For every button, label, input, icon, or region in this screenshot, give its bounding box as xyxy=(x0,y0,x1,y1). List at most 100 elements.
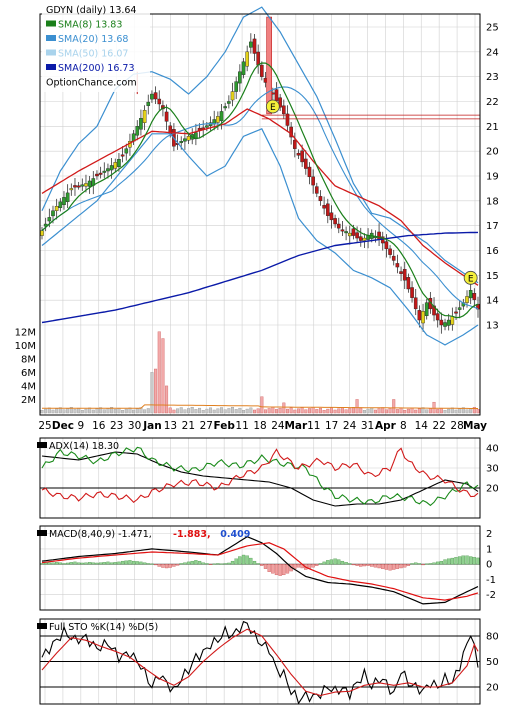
macd-histogram-bar xyxy=(120,560,125,565)
candle-body xyxy=(40,230,44,236)
price-tick-label: 14 xyxy=(486,296,499,307)
volume-bar xyxy=(403,410,407,414)
macd-histogram-bar xyxy=(348,563,352,565)
candle-body xyxy=(472,293,477,300)
macd-histogram-bar xyxy=(355,564,359,566)
macd-histogram-bar xyxy=(161,564,165,568)
adx-frame xyxy=(39,437,481,519)
volume-bar xyxy=(410,407,414,414)
macd-histogram-bar xyxy=(179,563,183,565)
adx-tick-label: 40 xyxy=(486,444,499,455)
volume-bar xyxy=(135,408,139,414)
macd-tick-label: 1 xyxy=(486,544,492,555)
volume-bar xyxy=(458,408,462,414)
candle-body xyxy=(435,313,440,321)
macd-panel: 2 1 0 -1 -2 MACD(8,40,9) -1.471, -1.883, 0.409 xyxy=(37,525,496,611)
macd-histogram-bar xyxy=(201,562,205,565)
candle-body xyxy=(153,92,158,100)
macd-histogram-bar xyxy=(263,564,268,569)
macd-histogram-bar xyxy=(384,564,389,570)
volume-bar xyxy=(359,407,363,414)
volume-bar xyxy=(333,409,337,414)
price-tick-label: 20 xyxy=(486,147,499,158)
candle-body xyxy=(106,168,110,172)
candle-body xyxy=(234,81,238,92)
volume-bar xyxy=(285,408,289,414)
adx-tick-label: 30 xyxy=(486,464,499,475)
candle-body xyxy=(344,231,348,234)
candle-body xyxy=(311,176,315,186)
legend-swatch xyxy=(37,442,47,448)
x-axis-tick-label: May xyxy=(463,420,487,432)
macd-histogram-bar xyxy=(150,563,154,565)
legend-label: SMA(20) 13.68 xyxy=(58,34,128,45)
volume-bar xyxy=(278,407,282,414)
volume-bar xyxy=(198,407,202,414)
candle-body xyxy=(205,125,209,128)
volume-bar xyxy=(55,408,59,414)
volume-bar xyxy=(44,408,48,414)
macd-histogram-bar xyxy=(190,560,194,565)
macd-histogram-bar xyxy=(172,564,176,567)
volume-bar xyxy=(117,407,121,414)
macd-histogram-bar xyxy=(450,557,455,565)
volume-bar xyxy=(58,407,62,414)
volume-bar xyxy=(307,408,311,414)
candle-body xyxy=(51,210,55,217)
candle-body xyxy=(406,277,411,290)
volume-bar xyxy=(432,401,436,414)
volume-bar xyxy=(69,407,73,414)
volume-bar xyxy=(212,409,216,414)
candle-body xyxy=(245,51,249,67)
volume-bar xyxy=(436,409,440,414)
volume-bar xyxy=(472,407,476,414)
candle-body xyxy=(450,316,455,325)
volume-bar xyxy=(377,408,381,414)
volume-bar xyxy=(322,410,326,414)
macd-histogram-bar xyxy=(69,562,73,565)
volume-bar xyxy=(99,407,103,414)
price-tick-label: 18 xyxy=(486,196,499,207)
x-axis-tick-label: 31 xyxy=(361,420,374,432)
volume-bar xyxy=(80,410,84,414)
volume-bar xyxy=(260,396,264,414)
macd-histogram-bar xyxy=(403,564,407,568)
price-tick-label: 16 xyxy=(486,246,499,257)
macd-histogram-bar xyxy=(47,562,51,565)
macd-histogram-bar xyxy=(472,557,476,565)
macd-histogram-bar xyxy=(234,558,238,565)
price-tick-label: 24 xyxy=(486,47,499,58)
candle-body xyxy=(358,236,363,241)
candle-body xyxy=(351,228,356,236)
candle-body xyxy=(303,158,308,169)
x-axis-tick-label: 28 xyxy=(450,420,463,432)
macd-histogram-bar xyxy=(216,563,220,565)
candle-body xyxy=(307,166,312,178)
price-tick-label: 23 xyxy=(486,72,499,83)
candle-body xyxy=(318,196,323,202)
volume-bar xyxy=(231,407,235,414)
macd-histogram-bar xyxy=(425,563,429,565)
candle-body xyxy=(325,203,330,216)
macd-histogram-bar xyxy=(469,556,473,565)
volume-tick-label: 8M xyxy=(21,354,36,365)
x-axis-tick-label: 17 xyxy=(325,420,338,432)
macd-histogram-bar xyxy=(51,562,55,565)
macd-histogram-bar xyxy=(373,564,378,568)
volume-bar xyxy=(337,408,341,414)
stochastic-tick-label: 80 xyxy=(486,632,499,643)
volume-bar xyxy=(106,408,110,414)
x-axis-tick-label: 18 xyxy=(253,420,266,432)
macd-histogram-bar xyxy=(146,563,150,565)
candle-body xyxy=(399,271,403,274)
macd-histogram-bar xyxy=(436,561,440,565)
macd-histogram-bar xyxy=(366,564,370,566)
volume-bar xyxy=(388,408,392,414)
macd-histogram-bar xyxy=(465,555,469,565)
volume-bar xyxy=(150,372,154,414)
macd-histogram-bar xyxy=(106,561,110,565)
volume-bar xyxy=(381,407,385,414)
stochastic-tick-label: 20 xyxy=(486,683,499,694)
macd-histogram-bar xyxy=(230,560,235,565)
volume-bar xyxy=(340,407,344,414)
